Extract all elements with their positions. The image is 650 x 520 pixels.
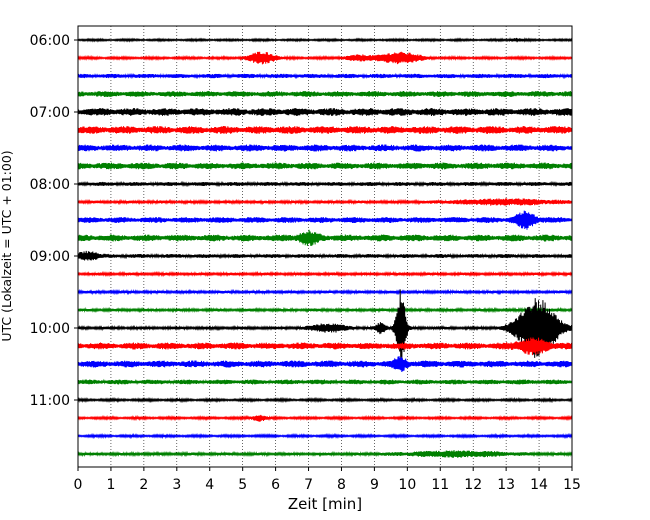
- seismogram-trace: [77, 289, 573, 365]
- seismogram-trace: [77, 229, 573, 246]
- x-tick-label: 7: [304, 477, 313, 493]
- x-tick-label: 14: [530, 477, 548, 493]
- x-tick-label: 5: [238, 477, 247, 493]
- seismogram-trace: [77, 356, 573, 372]
- seismogram-trace: [77, 162, 573, 170]
- seismogram-trace: [77, 72, 573, 80]
- seismogram-trace: [77, 270, 573, 278]
- x-tick-label: 1: [106, 477, 115, 493]
- x-axis-label: Zeit [min]: [288, 495, 362, 513]
- y-axis-label: UTC (Lokalzeit = UTC + 01:00): [0, 150, 14, 341]
- x-tick-label: 11: [431, 477, 449, 493]
- x-tick-label: 13: [497, 477, 515, 493]
- y-tick-label: 11:00: [30, 393, 70, 409]
- seismogram-traces: [77, 37, 573, 458]
- seismogram-trace: [77, 378, 573, 385]
- x-axis-ticks: 0 1 2 3 4 5 6 7 8 9 10 11 12 13 14 15: [74, 467, 581, 493]
- seismogram-trace: [77, 250, 573, 261]
- plot-frame: [77, 25, 573, 468]
- x-tick-label: 4: [205, 477, 214, 493]
- seismogram-trace: [77, 107, 573, 116]
- seismogram-trace: [77, 144, 573, 152]
- x-tick-label: 2: [139, 477, 148, 493]
- y-tick-label: 07:00: [30, 105, 70, 121]
- seismogram-trace: [77, 210, 573, 230]
- seismogram-trace: [77, 414, 573, 422]
- x-tick-label: 8: [337, 477, 346, 493]
- x-tick-label: 10: [398, 477, 416, 493]
- seismogram-trace: [77, 198, 573, 206]
- seismogram-trace: [77, 432, 573, 440]
- x-tick-label: 3: [172, 477, 181, 493]
- seismogram-trace: [77, 450, 573, 458]
- seismogram-trace: [77, 337, 573, 356]
- seismogram-trace: [77, 125, 573, 135]
- y-tick-label: 06:00: [30, 33, 70, 49]
- seismogram-trace: [77, 306, 573, 314]
- y-axis-ticks: 06:00 07:00 08:00 09:00 10:00 11:00: [30, 33, 78, 409]
- seismogram-trace: [77, 288, 573, 296]
- x-tick-label: 0: [74, 477, 83, 493]
- seismogram-trace: [77, 90, 573, 98]
- x-tick-label: 9: [370, 477, 379, 493]
- seismogram-trace: [77, 180, 573, 188]
- y-tick-label: 09:00: [30, 249, 70, 265]
- seismogram-trace: [77, 51, 573, 65]
- x-tick-label: 12: [464, 477, 482, 493]
- seismogram-trace: [77, 396, 573, 404]
- x-tick-label: 15: [563, 477, 581, 493]
- y-tick-label: 08:00: [30, 177, 70, 193]
- y-tick-label: 10:00: [30, 321, 70, 337]
- x-tick-label: 6: [271, 477, 280, 493]
- seismogram-trace: [77, 37, 573, 43]
